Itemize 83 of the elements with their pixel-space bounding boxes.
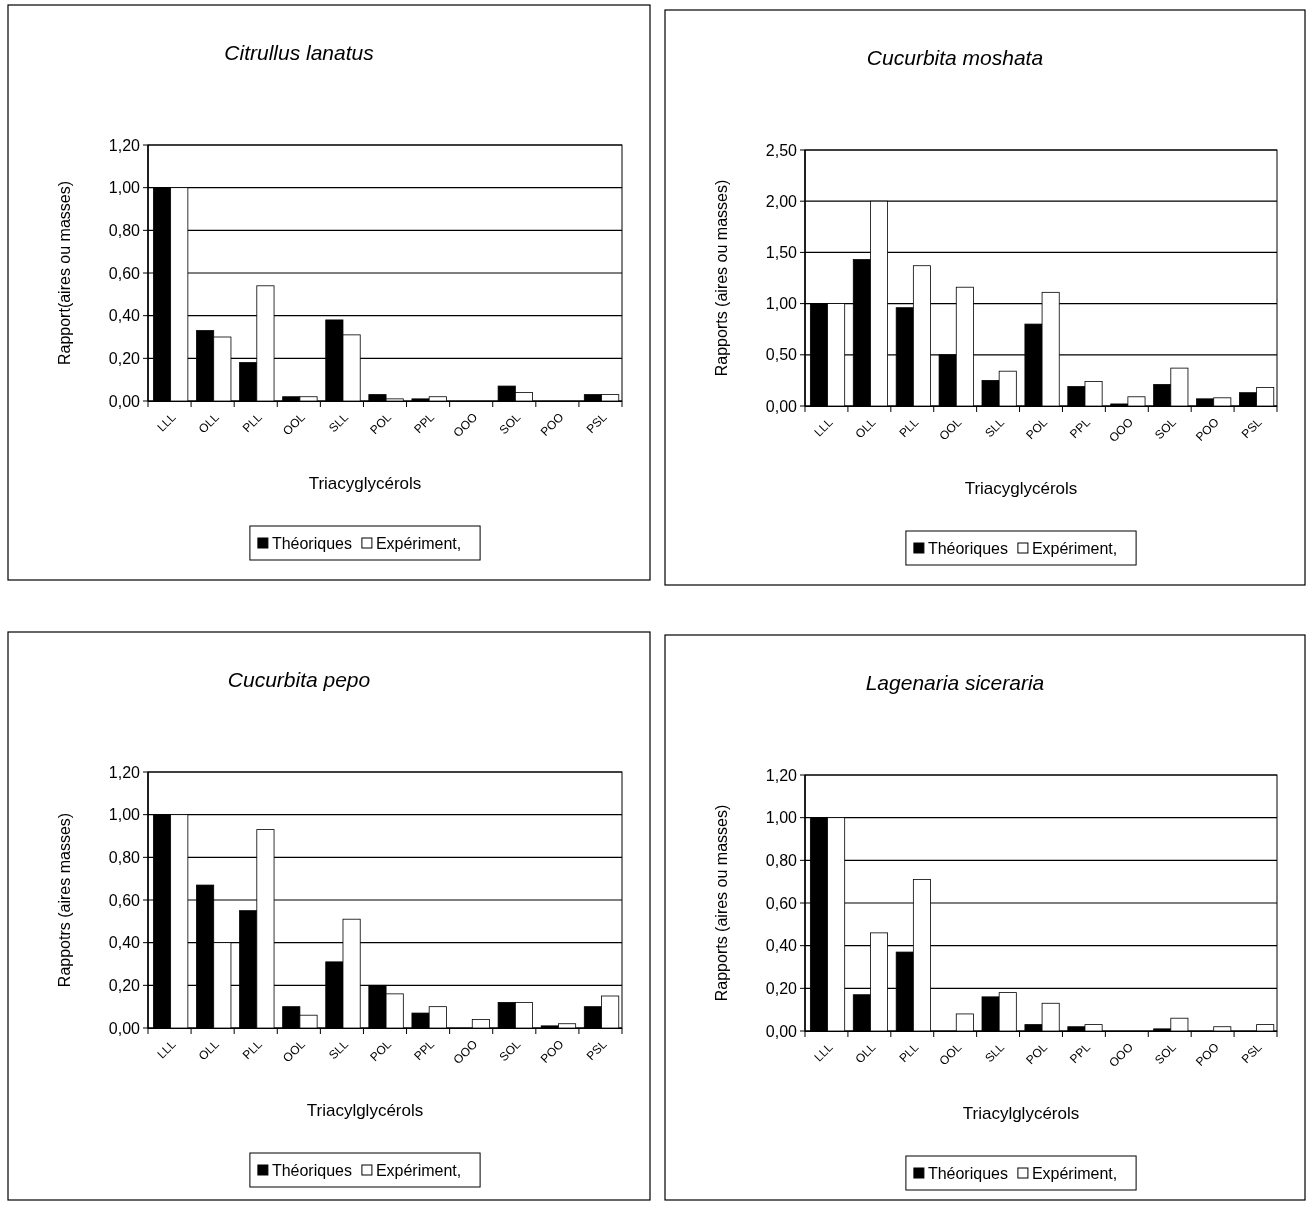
legend-label: Expériment, (375, 534, 462, 552)
x-tick-label: SLL (326, 1036, 352, 1063)
x-tick-label: PSL (1238, 1039, 1265, 1067)
x-tick-label: LLL (154, 409, 179, 435)
x-tick-label: PLL (239, 1036, 266, 1063)
x-tick-label: PLL (896, 1039, 922, 1066)
y-axis-title: Rappotrs (aires masses) (56, 812, 73, 988)
y-axis-title: Rapport(aires ou masses) (56, 180, 73, 366)
x-tick-label: SOL (496, 409, 524, 438)
x-tick-label: POL (1023, 1039, 1051, 1068)
x-tick-label: OOL (936, 1039, 965, 1069)
chart-title: Citrullus lanatus (224, 41, 375, 64)
y-tick-label: 0,80 (765, 851, 798, 869)
y-tick-label: 0,60 (108, 264, 141, 282)
legend-label: Expériment, (375, 1161, 462, 1179)
y-tick-label: 1,00 (108, 806, 141, 824)
x-tick-label: PPL (411, 409, 438, 437)
y-tick-label: 1,50 (765, 244, 798, 261)
x-tick-label: PLL (239, 409, 266, 436)
y-axis-title: Rapports (aires ou masses) (713, 804, 730, 1002)
y-tick-label: 0,40 (108, 307, 141, 325)
x-tick-label: PSL (1238, 414, 1265, 442)
x-axis-title: Triacylglycérols (306, 1101, 424, 1120)
x-tick-label: POL (1023, 414, 1051, 443)
y-axis-title: Rapports (aires ou masses) (713, 179, 730, 377)
x-tick-label: SOL (496, 1036, 524, 1065)
x-tick-label: SLL (982, 1039, 1008, 1066)
y-tick-label: 0,20 (108, 976, 141, 994)
y-tick-label: 1,20 (765, 766, 798, 784)
x-tick-label: LLL (811, 414, 836, 440)
x-tick-label: OLL (195, 1036, 222, 1064)
x-tick-label: SOL (1151, 414, 1180, 443)
legend-label: Théoriques (271, 534, 352, 552)
x-tick-label: PLL (896, 414, 922, 441)
x-tick-label: SLL (982, 414, 1008, 441)
y-tick-label: 1,00 (765, 295, 798, 313)
y-tick-label: 0,80 (108, 221, 141, 239)
y-tick-label: 0,60 (108, 891, 141, 909)
x-tick-label: SLL (326, 409, 352, 436)
y-tick-label: 0,20 (108, 349, 141, 367)
legend-label: Théoriques (927, 1164, 1008, 1182)
x-tick-label: PPL (411, 1036, 438, 1064)
x-tick-label: PPL (1067, 414, 1094, 442)
chart-title: Cucurbita moshata (866, 46, 1044, 69)
y-tick-label: 0,00 (765, 1022, 798, 1040)
x-axis-title: Triacyglycérols (964, 479, 1078, 498)
y-tick-label: 0,40 (765, 937, 798, 955)
y-tick-label: 1,20 (108, 136, 141, 154)
x-tick-label: OOL (280, 1036, 309, 1066)
x-tick-label: POL (367, 1036, 395, 1065)
legend-label: Expériment, (1031, 1164, 1118, 1182)
y-tick-label: 0,60 (765, 894, 798, 912)
legend-label: Expériment, (1031, 539, 1118, 557)
y-tick-label: 0,80 (108, 848, 141, 866)
x-tick-label: PSL (583, 1036, 610, 1064)
y-tick-label: 0,50 (765, 346, 798, 364)
legend-label: Théoriques (271, 1161, 352, 1179)
x-tick-label: OLL (852, 414, 879, 442)
x-tick-label: LLL (154, 1036, 179, 1062)
y-tick-label: 2,50 (765, 141, 798, 159)
y-tick-label: 1,00 (765, 809, 798, 827)
chart-title: Lagenaria siceraria (865, 671, 1045, 694)
x-axis-title: Triacylglycérols (962, 1104, 1080, 1123)
y-tick-label: 1,20 (108, 763, 141, 781)
x-tick-label: LLL (811, 1039, 836, 1065)
x-tick-label: PPL (1067, 1039, 1094, 1067)
x-axis-title: Triacyglycérols (308, 474, 422, 493)
y-tick-label: 0,00 (108, 392, 141, 410)
x-tick-label: OLL (195, 409, 222, 437)
y-tick-label: 0,20 (765, 979, 798, 997)
y-tick-label: 0,00 (108, 1019, 141, 1037)
y-tick-label: 2,00 (765, 192, 798, 210)
x-tick-label: POL (367, 409, 395, 438)
y-tick-label: 1,00 (108, 179, 141, 197)
x-tick-label: OOL (280, 409, 309, 439)
x-tick-label: SOL (1151, 1039, 1180, 1068)
y-tick-label: 0,40 (108, 934, 141, 952)
x-tick-label: PSL (583, 409, 610, 437)
y-tick-label: 0,00 (765, 397, 798, 415)
x-tick-label: OOL (936, 414, 965, 444)
legend-label: Théoriques (927, 539, 1008, 557)
x-tick-label: OLL (852, 1039, 879, 1067)
chart-title: Cucurbita pepo (227, 668, 371, 691)
